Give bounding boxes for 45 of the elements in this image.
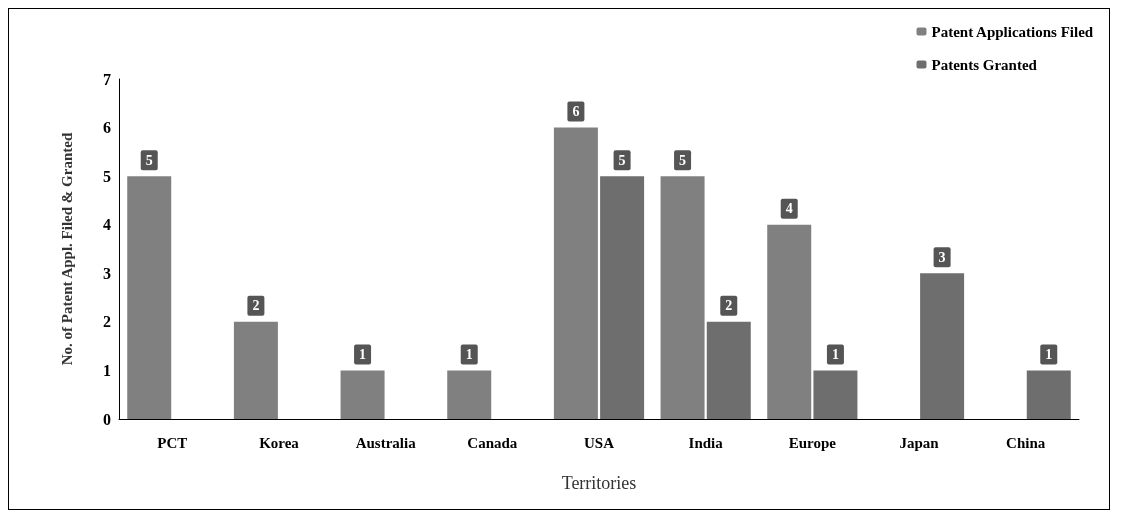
data-label: 1 xyxy=(465,346,473,362)
x-tick-label: PCT xyxy=(157,434,188,451)
data-label: 5 xyxy=(145,152,153,168)
legend-label: Patents Granted xyxy=(931,56,1038,73)
bar xyxy=(600,176,645,419)
bar xyxy=(1026,370,1071,419)
x-tick-label: Canada xyxy=(467,434,518,451)
x-tick-label: Korea xyxy=(259,434,300,451)
bar xyxy=(767,224,812,419)
data-label: 1 xyxy=(359,346,367,362)
x-tick-label: India xyxy=(688,434,724,451)
y-tick-label: 1 xyxy=(103,361,111,379)
bar xyxy=(706,321,751,419)
y-tick-label: 2 xyxy=(103,313,111,331)
data-label: 1 xyxy=(1045,346,1053,362)
bar xyxy=(813,370,858,419)
y-tick-label: 6 xyxy=(103,119,111,137)
y-tick-label: 0 xyxy=(103,410,111,428)
data-label: 3 xyxy=(938,249,946,265)
y-tick-label: 3 xyxy=(103,264,111,282)
bar xyxy=(340,370,385,419)
x-tick-label: Australia xyxy=(355,434,417,451)
data-label: 5 xyxy=(679,152,687,168)
data-label: 5 xyxy=(618,152,626,168)
y-tick-label: 5 xyxy=(103,167,111,185)
y-axis-title: No. of Patent Appl. Filed & Granted xyxy=(58,132,75,366)
x-axis-title: Territories xyxy=(561,473,637,493)
data-label: 6 xyxy=(572,104,580,120)
x-tick-label: Europe xyxy=(788,434,837,451)
bar xyxy=(660,176,705,419)
x-tick-label: USA xyxy=(583,434,615,451)
data-label: 2 xyxy=(252,298,260,314)
bar xyxy=(553,127,598,419)
x-tick-label: Japan xyxy=(899,434,940,451)
bar xyxy=(233,321,278,419)
y-tick-label: 7 xyxy=(103,70,111,88)
bar xyxy=(920,273,965,419)
data-label: 4 xyxy=(785,201,793,217)
bar xyxy=(127,176,172,419)
bar xyxy=(447,370,492,419)
x-tick-label: China xyxy=(1006,434,1046,451)
data-label: 1 xyxy=(831,346,839,362)
data-label: 2 xyxy=(725,298,733,314)
y-tick-label: 4 xyxy=(103,216,111,234)
legend-label: Patent Applications Filed xyxy=(931,23,1094,40)
